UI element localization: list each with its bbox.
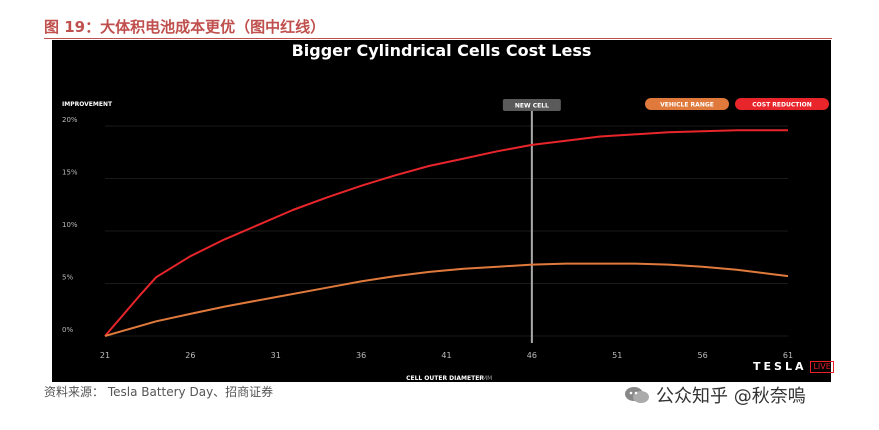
y-tick-label: 0% — [62, 326, 73, 334]
x-tick-label: 46 — [527, 351, 537, 360]
y-axis-label: IMPROVEMENT — [62, 101, 113, 108]
x-tick-label: 21 — [100, 351, 110, 360]
y-tick-label: 20% — [62, 116, 78, 124]
tesla-live-logo: TESLA LIVE — [753, 360, 834, 373]
legend-pill — [735, 98, 829, 110]
x-tick-label: 61 — [783, 351, 793, 360]
x-tick-label: 31 — [271, 351, 281, 360]
title-divider — [44, 38, 832, 39]
chart-title: Bigger Cylindrical Cells Cost Less — [291, 41, 592, 60]
live-badge: LIVE — [810, 360, 834, 373]
wechat-icon — [625, 387, 649, 403]
new-cell-marker-label: NEW CELL — [515, 103, 549, 110]
x-axis-unit: MM — [482, 375, 492, 382]
series-line-cost-reduction — [104, 129, 788, 337]
x-tick-label: 51 — [612, 351, 622, 360]
y-tick-label: 5% — [62, 274, 73, 282]
x-tick-label: 41 — [441, 351, 451, 360]
x-tick-label: 56 — [698, 351, 708, 360]
chart-canvas: IMPROVEMENT 0% 5% 10% 15% 20% 21 26 31 36 41 46 51 56… — [62, 98, 829, 382]
watermark: 公众知乎 @秋奈嗚 — [624, 382, 806, 408]
new-cell-marker-pill — [502, 99, 561, 111]
watermark-text: 公众知乎 @秋奈嗚 — [656, 386, 806, 407]
y-tick-label: 10% — [62, 221, 78, 229]
chart-panel: IMPROVEMENT 0% 5% 10% 15% 20% 21 26 31 36 41 46 51 56… — [52, 40, 834, 382]
series-line-vehicle-range — [104, 262, 789, 337]
x-axis-label: CELL OUTER DIAMETER — [406, 375, 484, 382]
tesla-wordmark: TESLA — [753, 360, 807, 373]
x-tick-label: 36 — [356, 351, 366, 360]
source-note: 资料来源： Tesla Battery Day、招商证券 — [44, 385, 274, 399]
x-tick-label: 26 — [185, 351, 195, 360]
figure-title: 图 19：大体积电池成本更优（图中红线） — [44, 18, 326, 36]
legend-label: VEHICLE RANGE — [660, 102, 714, 109]
y-tick-label: 15% — [62, 169, 78, 177]
legend-pill — [645, 98, 729, 110]
legend-label: COST REDUCTION — [752, 102, 811, 109]
